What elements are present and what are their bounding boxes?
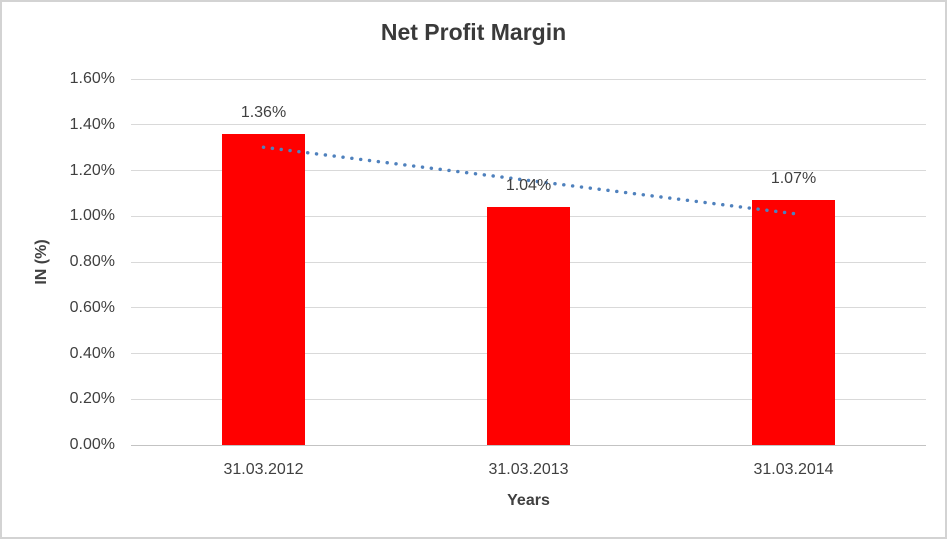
y-tick-label: 1.00% — [69, 207, 115, 225]
x-axis-title: Years — [507, 492, 550, 509]
y-tick-label: 0.80% — [69, 253, 115, 270]
bar-value-label: 1.36% — [240, 103, 287, 121]
x-axis-line — [131, 444, 926, 446]
bar — [487, 207, 570, 445]
x-tick-label: 31.03.2012 — [223, 461, 304, 478]
chart-title: Net Profit Margin — [380, 19, 567, 45]
bar-value-label: 1.04% — [505, 177, 552, 195]
bar — [222, 133, 305, 445]
y-tick-label: 1.40% — [69, 115, 115, 133]
gridline — [131, 78, 926, 80]
bar — [752, 200, 835, 445]
gridline — [131, 124, 926, 126]
y-tick-label: 0.00% — [69, 436, 115, 453]
y-tick-label: 1.20% — [69, 161, 115, 179]
y-tick-label: 0.20% — [69, 390, 115, 408]
bar-value-label: 1.07% — [770, 170, 817, 188]
y-tick-label: 1.60% — [69, 70, 115, 87]
y-tick-label: 0.60% — [69, 298, 115, 316]
y-tick-label: 0.40% — [69, 344, 115, 362]
x-tick-label: 31.03.2013 — [488, 461, 569, 478]
x-tick-label: 31.03.2014 — [753, 461, 834, 478]
